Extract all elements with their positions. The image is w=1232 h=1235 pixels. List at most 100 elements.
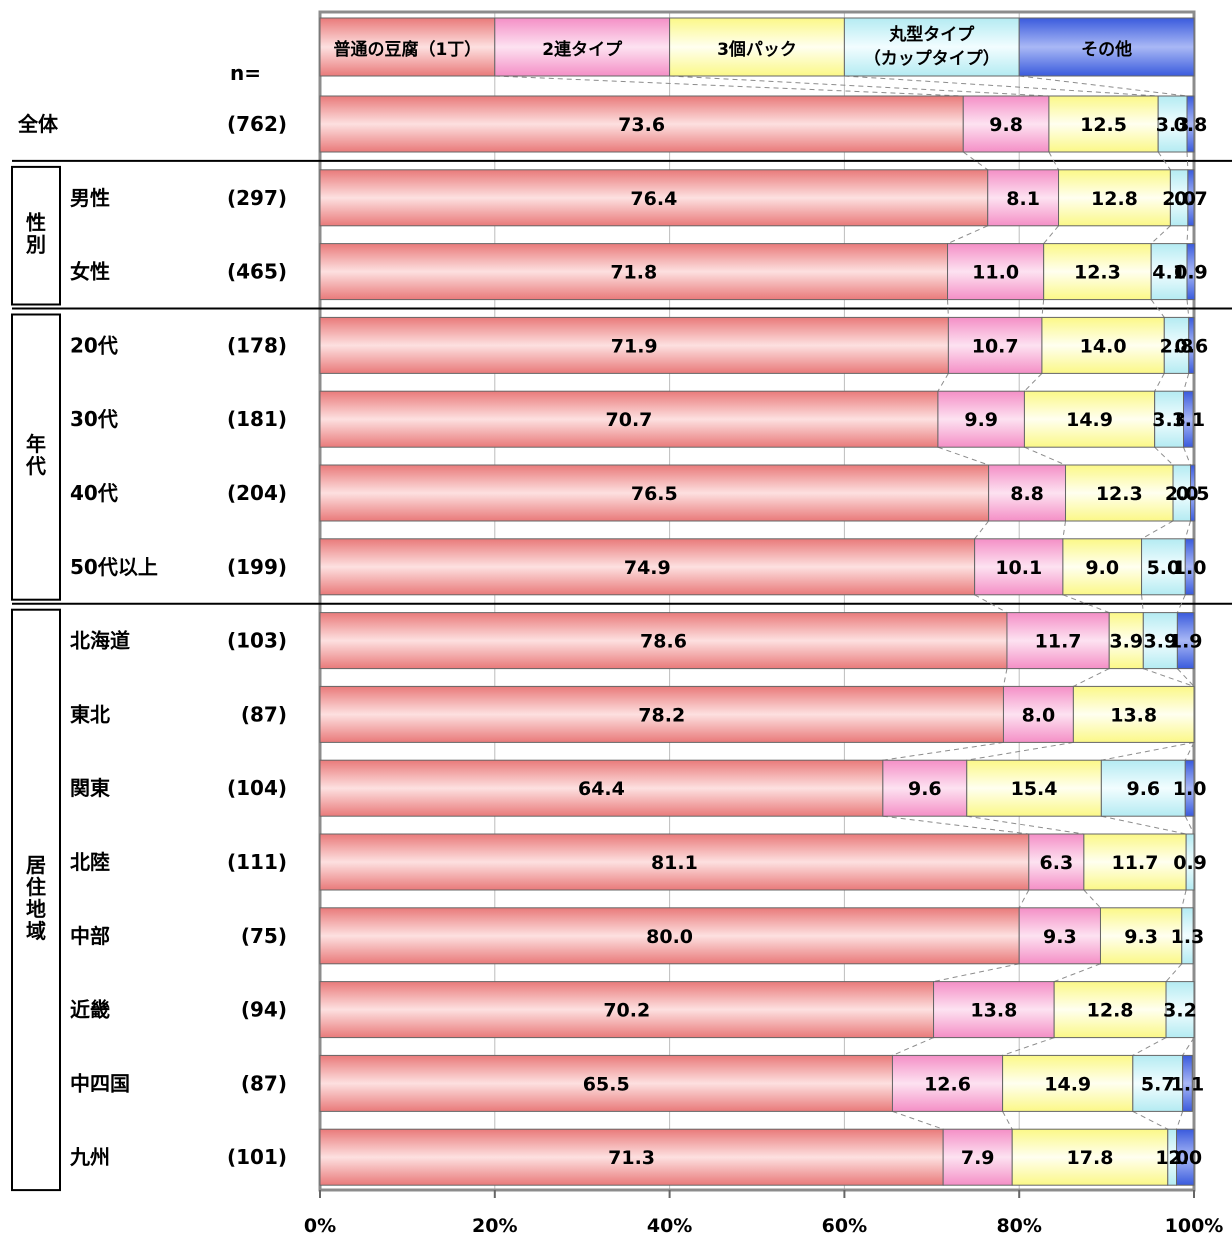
row-label: 30代 (70, 407, 118, 431)
bar-segment (1083, 833, 1187, 891)
series-connector (1154, 446, 1174, 466)
group-box (11, 608, 61, 1192)
series-connector (1186, 299, 1190, 318)
x-tick-label: 20% (472, 1215, 517, 1235)
data-label: 15.4 (1011, 778, 1058, 800)
series-connector (1041, 299, 1045, 318)
data-label: 10.1 (995, 557, 1042, 579)
group-box (11, 165, 61, 306)
row-label: 北陸 (70, 850, 110, 874)
bar-segment (947, 243, 1045, 301)
data-label: 1.1 (1171, 409, 1205, 431)
series-connector (1143, 668, 1195, 687)
series-connector (1132, 1110, 1169, 1130)
series-connector (1048, 151, 1059, 171)
data-label: 65.5 (583, 1073, 630, 1095)
series-connector (1184, 742, 1195, 761)
series-connector (882, 815, 1029, 835)
data-label: 81.1 (651, 852, 698, 874)
series-connector (1024, 373, 1043, 392)
bar-segment (1186, 243, 1196, 301)
data-label: 78.2 (638, 704, 685, 726)
row-label: 男性 (70, 186, 110, 210)
bar-segment (1184, 759, 1195, 817)
series-connector (1002, 668, 1008, 687)
data-label: 8.8 (1010, 483, 1044, 505)
bar-segment (319, 833, 1030, 891)
bar-segment (1150, 243, 1188, 301)
data-label: 12.3 (1074, 262, 1121, 284)
data-label: 71.8 (610, 262, 657, 284)
bar-segment (319, 243, 949, 301)
data-label: 3.3 (1152, 409, 1186, 431)
data-label: 11.7 (1112, 852, 1159, 874)
data-label: 9.3 (1043, 926, 1077, 948)
data-label: 0.7 (1174, 188, 1208, 210)
data-label: 4.1 (1152, 262, 1186, 284)
x-tick-label: 0% (304, 1215, 336, 1235)
data-label: 0.6 (1175, 335, 1209, 357)
group-label: 地 (26, 897, 46, 921)
bar-segment (319, 464, 990, 522)
row-label: 40代 (70, 481, 118, 505)
bar-segment (1176, 1128, 1195, 1186)
series-connector (1043, 225, 1059, 244)
data-label: 2.0 (1168, 1147, 1202, 1169)
bar-segment (1184, 538, 1195, 596)
data-label: 73.6 (618, 114, 665, 136)
data-label: 14.0 (1080, 335, 1127, 357)
bar-segment (1072, 685, 1195, 743)
series-connector (1101, 741, 1195, 761)
legend-label: その他 (1081, 39, 1132, 60)
bar-segment (1142, 612, 1178, 670)
bar-segment (1043, 243, 1152, 301)
data-label: 12.8 (1087, 1000, 1134, 1022)
bar-segment (1048, 95, 1159, 153)
series-connector (1154, 373, 1165, 392)
series-connector (1176, 594, 1186, 613)
series-connector (947, 299, 949, 318)
row-n: (75) (241, 924, 287, 948)
series-connector (1182, 1037, 1195, 1056)
data-label: 3.9 (1144, 631, 1178, 653)
row-n: (178) (227, 333, 287, 357)
data-label: 1.3 (1171, 926, 1205, 948)
x-tick-label: 80% (996, 1215, 1041, 1235)
series-connector (1073, 668, 1110, 687)
bar-segment (1181, 907, 1194, 965)
series-connector (1002, 1037, 1055, 1056)
bar-segment (1108, 612, 1144, 670)
data-label: 0.8 (1174, 114, 1208, 136)
bar-segment (962, 95, 1050, 153)
data-label: 78.6 (640, 631, 687, 653)
bar-segment (988, 464, 1067, 522)
legend-label: 3個パック (717, 39, 797, 60)
series-connector (974, 594, 1008, 614)
series-connector (966, 815, 1084, 835)
row-n: (465) (227, 260, 287, 284)
series-connector (1184, 520, 1191, 539)
data-label: 12.5 (1080, 114, 1127, 136)
series-connector (937, 373, 949, 392)
data-label: 8.1 (1006, 188, 1040, 210)
series-connector (1176, 1111, 1184, 1130)
data-label: 10.7 (972, 335, 1019, 357)
bar-segment (1188, 316, 1195, 374)
bar-segment (1186, 95, 1195, 153)
series-connector (669, 75, 1049, 97)
data-label: 12.8 (1091, 188, 1138, 210)
data-label: 2.0 (1165, 483, 1199, 505)
bar-segment (319, 685, 1004, 743)
bar-segment (1141, 538, 1186, 596)
group-label: 別 (26, 233, 46, 257)
group-box (11, 313, 61, 601)
data-label: 5.7 (1141, 1073, 1175, 1095)
series-connector (1181, 889, 1187, 908)
row-n: (87) (241, 702, 287, 726)
bar-segment (1190, 464, 1196, 522)
data-label: 8.0 (1022, 704, 1056, 726)
data-label: 0.9 (1173, 852, 1207, 874)
bar-segment (937, 390, 1025, 448)
data-label: 5.0 (1147, 557, 1181, 579)
